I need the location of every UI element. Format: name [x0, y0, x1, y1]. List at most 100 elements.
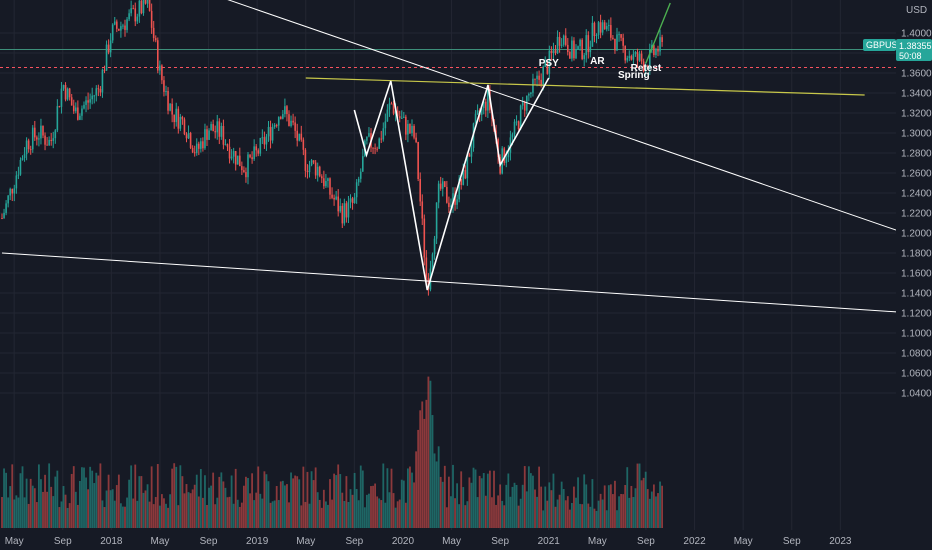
- volume-bar: [212, 472, 215, 528]
- candle-body: [159, 65, 161, 71]
- candle-body: [433, 238, 436, 255]
- candle-body: [634, 51, 637, 55]
- candle-body: [649, 49, 651, 69]
- price-tick-label: 1.14000: [901, 289, 932, 300]
- volume-bar: [650, 491, 653, 528]
- candle-body: [450, 205, 452, 207]
- volume-bar: [140, 476, 143, 528]
- volume-bar: [40, 479, 42, 528]
- volume-bar: [497, 495, 499, 528]
- candle-body: [142, 0, 145, 14]
- candle-body: [79, 115, 81, 120]
- volume-bar: [263, 471, 266, 528]
- volume-bar: [81, 467, 83, 528]
- candle-body: [517, 121, 520, 130]
- volume-bar: [409, 466, 411, 528]
- last-price-badge: 1.38355 50:08: [896, 39, 932, 61]
- candle-body: [605, 26, 608, 30]
- candle-body: [601, 22, 604, 33]
- candle-body: [105, 44, 108, 71]
- candle-body: [245, 172, 247, 178]
- volume-bar: [29, 478, 32, 528]
- candle-body: [456, 199, 458, 205]
- volume-bar: [56, 470, 59, 528]
- price-tick-label: 1.12000: [901, 309, 932, 320]
- candle-body: [113, 21, 116, 25]
- volume-bar: [197, 496, 200, 528]
- volume-bar: [267, 481, 270, 528]
- volume-bar: [101, 500, 104, 528]
- candle-body: [249, 154, 251, 158]
- volume-bars: [1, 376, 663, 528]
- candle-body: [657, 48, 659, 52]
- volume-bar: [542, 510, 545, 528]
- candle-body: [44, 135, 46, 145]
- volume-bar: [466, 501, 469, 528]
- candle-body: [390, 103, 393, 105]
- volume-bar: [74, 491, 77, 528]
- candle-body: [146, 0, 149, 4]
- volume-bar: [245, 476, 247, 528]
- candle-body: [200, 141, 202, 149]
- price-tick-label: 1.28000: [901, 149, 932, 160]
- volume-bar: [148, 501, 151, 528]
- volume-bar: [58, 507, 61, 528]
- candle-body: [75, 107, 77, 112]
- volume-bar: [316, 492, 319, 528]
- candle-body: [632, 54, 635, 60]
- candle-body: [653, 45, 655, 56]
- candle-body: [591, 22, 594, 47]
- candle-body: [21, 157, 24, 161]
- volume-bar: [505, 484, 508, 528]
- candle-body: [15, 175, 18, 189]
- volume-bar: [415, 451, 417, 528]
- candle-body: [230, 156, 233, 159]
- candle-body: [325, 180, 327, 187]
- volume-bar: [218, 476, 221, 528]
- volume-bar: [618, 496, 620, 528]
- volume-bar: [31, 485, 34, 528]
- candle-body: [386, 109, 389, 122]
- volume-bar: [259, 493, 262, 528]
- price-tick-label: 1.36000: [901, 69, 932, 80]
- candle-body: [589, 46, 592, 53]
- volume-bar: [351, 494, 354, 528]
- volume-bar: [486, 473, 489, 528]
- volume-bar: [456, 483, 458, 528]
- time-axis[interactable]: May Sep 2018 May Sep 2019 May Sep 2020 May Sep 2021…: [0, 530, 932, 550]
- volume-bar: [292, 478, 294, 528]
- candle-body: [70, 97, 73, 106]
- price-axis[interactable]: USD 1.400001.380001.360001.340001.320001…: [896, 0, 932, 530]
- volume-bar: [99, 463, 102, 528]
- volume-bar: [560, 481, 563, 528]
- candle-body: [27, 140, 30, 150]
- price-tick-label: 1.04000: [901, 389, 932, 400]
- time-tick-label: 2018: [100, 536, 123, 547]
- volume-bar: [142, 492, 145, 528]
- candle-body: [610, 25, 612, 38]
- candle-body: [173, 114, 175, 123]
- candle-body: [353, 197, 356, 204]
- volume-bar: [220, 472, 223, 528]
- candle-body: [437, 183, 440, 203]
- candle-body: [64, 84, 67, 100]
- volume-bar: [91, 470, 94, 528]
- candle-body: [608, 25, 610, 27]
- volume-bar: [236, 499, 239, 528]
- wave-pattern-line: [353, 77, 550, 291]
- volume-bar: [628, 497, 631, 528]
- time-tick-label: Sep: [491, 536, 509, 547]
- candle-body: [409, 123, 411, 134]
- volume-bar: [261, 498, 264, 528]
- volume-bar: [122, 506, 124, 528]
- volume-bar: [612, 494, 614, 528]
- volume-bar: [85, 477, 87, 528]
- volume-bar: [325, 501, 327, 528]
- candle-body: [503, 148, 506, 163]
- volume-bar: [435, 461, 438, 528]
- volume-bar: [7, 497, 10, 528]
- volume-bar: [124, 506, 126, 528]
- candle-body: [487, 89, 489, 111]
- candle-body: [286, 106, 288, 115]
